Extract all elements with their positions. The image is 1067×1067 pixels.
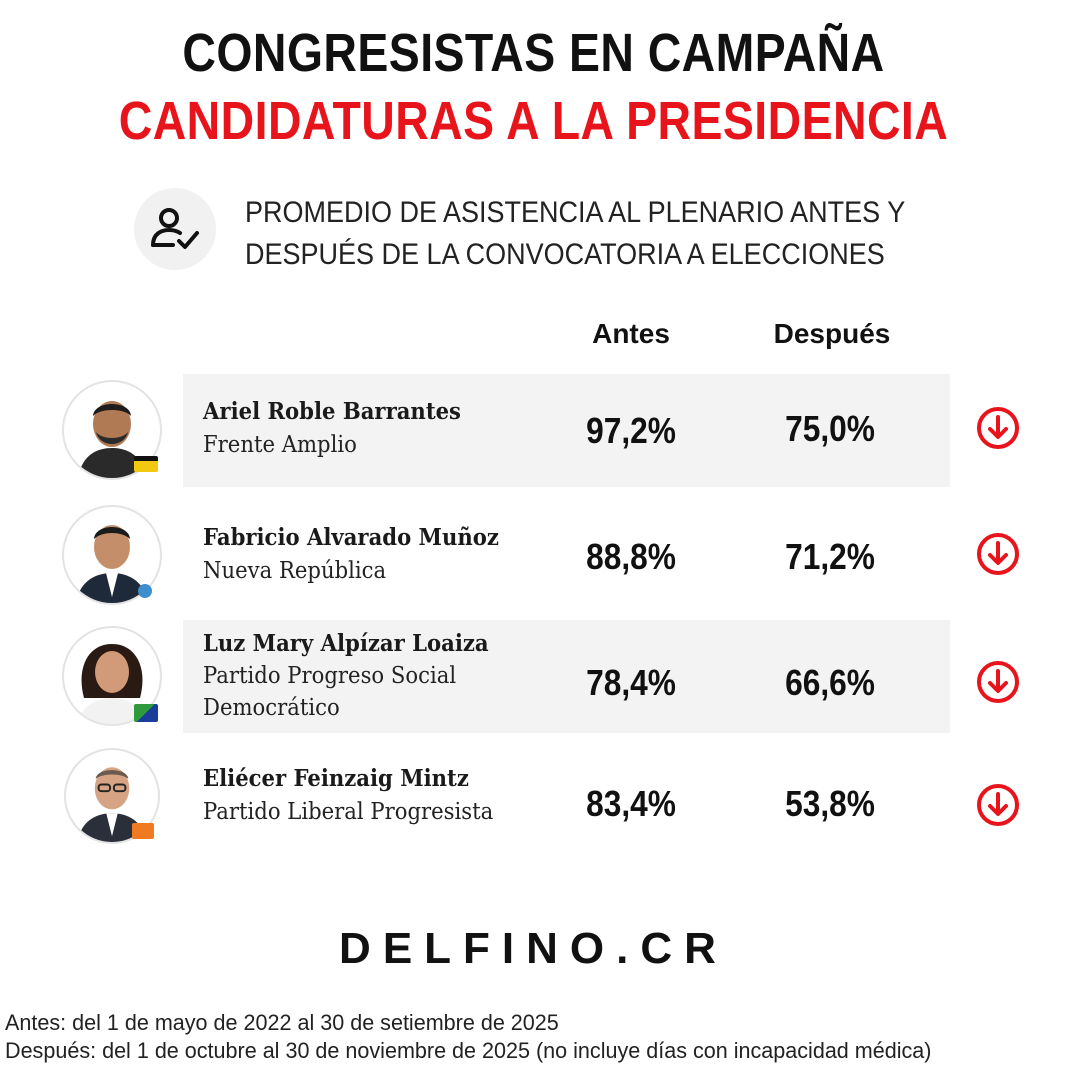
candidate-party: Partido Liberal Progresista [203, 796, 507, 828]
main-subtitle-red: CANDIDATURAS A LA PRESIDENCIA [118, 91, 949, 151]
value-despues: 66,6% [785, 662, 875, 703]
row-background [183, 620, 950, 733]
main-title: CONGRESISTAS EN CAMPAÑA [182, 23, 885, 83]
arrow-down-circle-icon [977, 784, 1019, 826]
row-background [183, 374, 950, 487]
value-antes: 97,2% [586, 410, 676, 451]
column-header-despues: Después [773, 318, 891, 349]
arrow-down-circle-icon [977, 661, 1019, 703]
table-row: Eliécer Feinzaig Mintz Partido Liberal P… [0, 745, 1067, 850]
value-despues: 71,2% [785, 536, 875, 577]
arrow-down-circle-icon [977, 407, 1019, 449]
party-logo-icon [138, 584, 152, 598]
party-line-1: Partido Liberal Progresista [203, 799, 494, 825]
table-row: Luz Mary Alpízar Loaiza Partido Progreso… [0, 620, 1067, 733]
description-line-2: DESPUÉS DE LA CONVOCATORIA A ELECCIONES [245, 238, 885, 271]
candidate-party: Frente Amplio [203, 429, 507, 461]
value-despues: 75,0% [785, 408, 875, 449]
footnote-despues: Después: del 1 de octubre al 30 de novie… [5, 1038, 932, 1063]
party-flag-icon [134, 456, 158, 472]
avatar [62, 380, 162, 480]
value-antes: 78,4% [586, 662, 676, 703]
value-antes: 83,4% [586, 783, 676, 824]
column-header-antes: Antes [592, 318, 670, 349]
brand-logo: DELFINO.CR [339, 924, 728, 973]
candidate-party: Partido Progreso Social Democrático [203, 660, 507, 724]
table-row: Fabricio Alvarado Muñoz Nueva República … [0, 500, 1067, 605]
candidate-name: Luz Mary Alpízar Loaiza [203, 630, 489, 657]
footnote-antes: Antes: del 1 de mayo de 2022 al 30 de se… [5, 1010, 559, 1035]
value-antes: 88,8% [586, 536, 676, 577]
party-line-1: Frente Amplio [203, 432, 357, 458]
party-line-1: Nueva República [203, 558, 387, 584]
party-flag-icon [134, 704, 158, 722]
table-row: Ariel Roble Barrantes Frente Amplio 97,2… [0, 374, 1067, 487]
party-line-1: Partido Progreso Social [203, 663, 457, 689]
candidate-name: Fabricio Alvarado Muñoz [203, 524, 499, 551]
avatar [64, 748, 160, 844]
description-line-1: PROMEDIO DE ASISTENCIA AL PLENARIO ANTES… [245, 196, 906, 229]
candidate-name: Eliécer Feinzaig Mintz [203, 765, 469, 792]
candidate-name: Ariel Roble Barrantes [203, 398, 461, 425]
party-line-2: Democrático [203, 695, 340, 721]
candidate-party: Nueva República [203, 555, 507, 587]
chart-description: PROMEDIO DE ASISTENCIA AL PLENARIO ANTES… [245, 192, 906, 276]
party-logo-icon [132, 823, 154, 839]
user-check-icon [134, 188, 216, 270]
arrow-down-circle-icon [977, 533, 1019, 575]
avatar [62, 505, 162, 605]
value-despues: 53,8% [785, 783, 875, 824]
